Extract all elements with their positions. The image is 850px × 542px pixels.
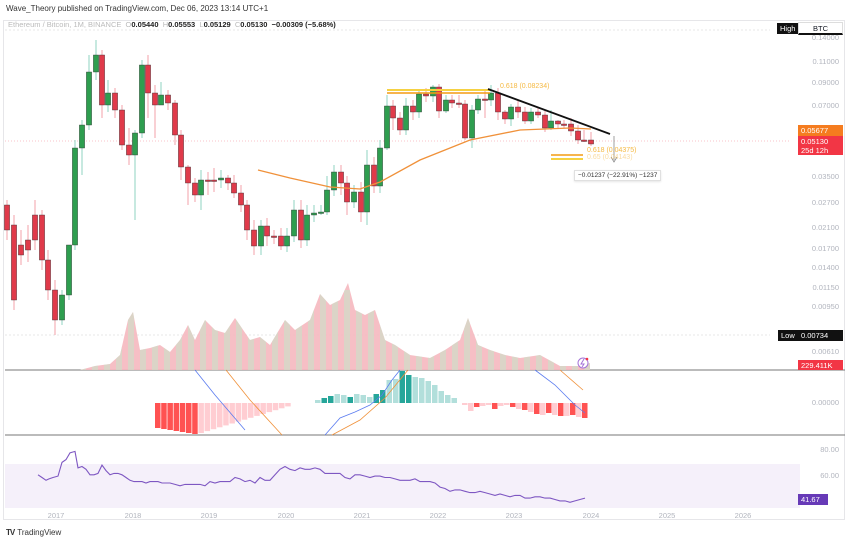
- price-tick-label: 0.02100: [812, 223, 839, 232]
- currency-selector[interactable]: BTC: [798, 22, 843, 35]
- fib-top-label: 0.618 (0.08234): [500, 83, 550, 90]
- projection-arrow-icon[interactable]: [610, 136, 618, 163]
- price-tick-label: 0.02700: [812, 198, 839, 207]
- rsi-tick-label: 80.00: [820, 445, 839, 454]
- price-tick-label: 0.07000: [812, 101, 839, 110]
- low-value-tag: 0.00734: [798, 330, 843, 341]
- time-tick-label: 2024: [582, 511, 600, 520]
- macd-tick-label: 0.00000: [812, 398, 839, 407]
- volume-pane: [5, 283, 590, 370]
- rsi-pane: [37, 450, 586, 503]
- price-tick-label: 0.14000: [812, 33, 839, 42]
- last-price-tag: 0.05130 25d 12h: [798, 136, 843, 155]
- change-value: −0.00309 (−5.68%): [271, 20, 336, 29]
- last-price-value: 0.05130: [801, 137, 829, 146]
- chart-frame: [3, 20, 845, 520]
- time-tick-label: 2026: [734, 511, 752, 520]
- publisher-caption: Wave_Theory published on TradingView.com…: [6, 4, 269, 13]
- low-label-tag: Low: [778, 330, 798, 341]
- time-tick-label: 2021: [353, 511, 371, 520]
- price-tick-label: 0.11000: [812, 57, 839, 66]
- rsi-value-tag: 41.67: [798, 494, 828, 505]
- price-tick-label: 0.01400: [812, 263, 839, 272]
- time-tick-label: 2022: [429, 511, 447, 520]
- ema-line: [257, 127, 592, 190]
- rsi-tick-label: 60.00: [820, 471, 839, 480]
- open-value: 0.05440: [131, 20, 159, 29]
- fib-bottom-zone[interactable]: [551, 154, 583, 160]
- high-value: 0.05553: [168, 20, 196, 29]
- price-tick-label: 0.03500: [812, 172, 839, 181]
- volume-tag: 229.411K: [798, 360, 843, 370]
- tradingview-footer[interactable]: TV TradingView: [6, 528, 61, 537]
- fib-bottom-label: 0.618 (0.04375): [587, 147, 637, 154]
- price-tick-label: 0.01700: [812, 244, 839, 253]
- bar-countdown: 25d 12h: [801, 146, 829, 155]
- candlestick-series: [4, 40, 594, 335]
- descending-trendline[interactable]: [487, 88, 611, 135]
- symbol-legend: Ethereum / Bitcoin, 1M, BINANCE O0.05440…: [8, 20, 336, 29]
- time-tick-label: 2025: [658, 511, 676, 520]
- price-tick-label: 0.09000: [812, 78, 839, 87]
- macd-pane: [155, 369, 588, 436]
- measure-tooltip: −0.01237 (−22.91%) −1237: [574, 170, 662, 181]
- time-tick-label: 2018: [124, 511, 142, 520]
- price-axis[interactable]: 0.14000 0.11000 0.09000 0.07000 0.03500 0.027…: [812, 33, 839, 480]
- fib-bottom-label-secondary: 0.65 (0.04143): [587, 154, 633, 161]
- time-tick-label: 2023: [505, 511, 523, 520]
- high-tag: High: [777, 23, 799, 34]
- lightning-indicator-icon[interactable]: [577, 357, 589, 369]
- price-tick-label: 0.00950: [812, 302, 839, 311]
- low-value: 0.05129: [203, 20, 231, 29]
- price-tick-label: 0.01150: [812, 283, 839, 292]
- time-tick-label: 2020: [277, 511, 295, 520]
- symbol-name: Ethereum / Bitcoin, 1M, BINANCE: [8, 20, 122, 29]
- time-tick-label: 2017: [47, 511, 65, 520]
- tradingview-brand: TradingView: [17, 528, 62, 537]
- close-value: 0.05130: [240, 20, 268, 29]
- tradingview-logo-icon: TV: [6, 528, 15, 537]
- fib-top-zone[interactable]: [387, 89, 490, 94]
- ema-price-tag: 0.05677: [798, 125, 843, 136]
- time-tick-label: 2019: [200, 511, 218, 520]
- price-tick-label: 0.00610: [812, 347, 839, 356]
